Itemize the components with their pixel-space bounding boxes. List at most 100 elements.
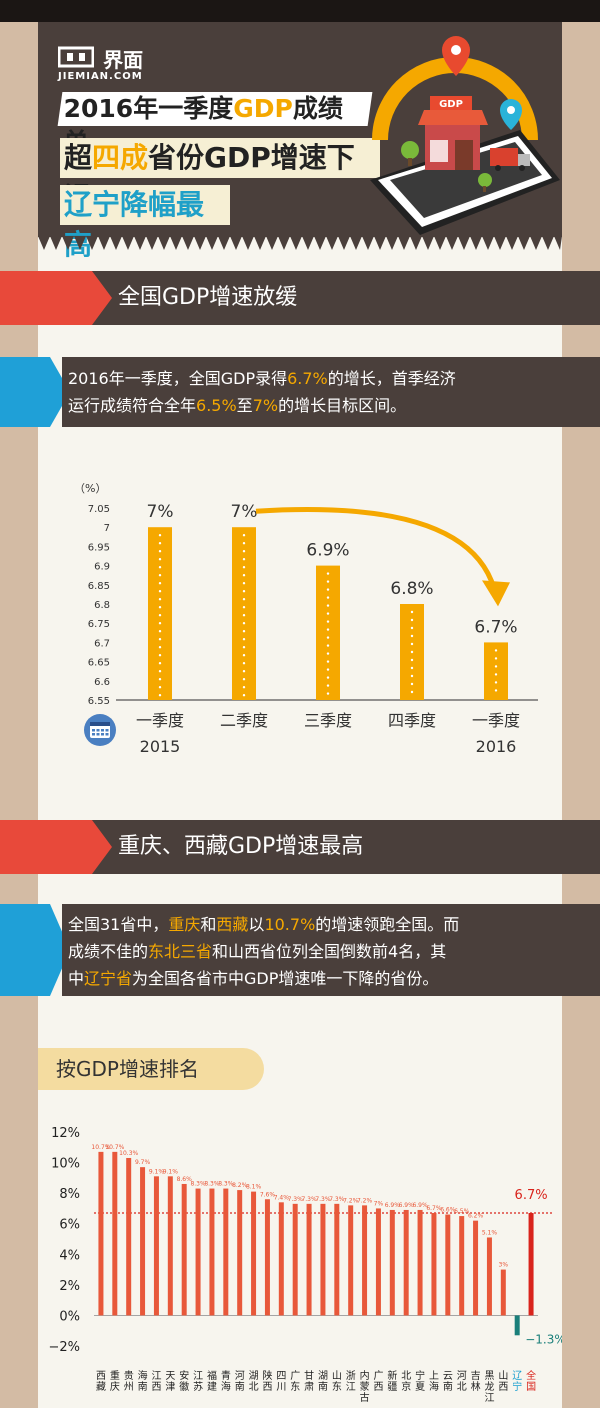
calendar-icon bbox=[84, 714, 116, 746]
bar-dot bbox=[242, 630, 246, 633]
section2-desc-line2: 成绩不佳的东北三省和山西省位列全国倒数前4名，其 bbox=[68, 942, 447, 961]
x-tick-label-char: 夏 bbox=[415, 1381, 425, 1393]
x-tick-label-char: 内 bbox=[360, 1369, 370, 1382]
bar bbox=[375, 1208, 381, 1316]
map-pin-blue-icon bbox=[500, 99, 522, 130]
x-tick-label-char: 西 bbox=[498, 1382, 508, 1393]
bar bbox=[528, 1213, 534, 1316]
x-tick-label-char: 南 bbox=[318, 1380, 328, 1393]
y-tick-label: 6.55 bbox=[88, 696, 110, 707]
bar bbox=[473, 1220, 479, 1316]
x-tick-label-char: 浙 bbox=[346, 1370, 356, 1382]
zigzag-divider bbox=[38, 236, 562, 250]
bar bbox=[500, 1269, 506, 1316]
x-tick-label-char: 辽 bbox=[512, 1370, 522, 1382]
bar bbox=[362, 1205, 368, 1316]
bar-dot bbox=[326, 628, 330, 631]
data-label: 6.7% bbox=[474, 617, 517, 637]
section2-title: 重庆、西藏GDP增速最高 bbox=[118, 834, 364, 859]
bar bbox=[140, 1167, 146, 1316]
data-label: 7.2% bbox=[357, 1197, 373, 1204]
x-tick-label-char: 庆 bbox=[110, 1380, 120, 1393]
x-tick-label-char: 北 bbox=[249, 1381, 259, 1393]
y-tick-label: 10% bbox=[51, 1157, 80, 1172]
x-tick-label-char: 龙 bbox=[484, 1380, 494, 1393]
bar bbox=[348, 1205, 354, 1316]
bar-dot bbox=[242, 598, 246, 601]
map-pin-icon bbox=[442, 36, 470, 76]
x-tick-label-char: 南 bbox=[235, 1380, 245, 1393]
bar-dot bbox=[158, 598, 162, 601]
bar-dot bbox=[494, 665, 498, 668]
year-label: 2016 bbox=[476, 737, 517, 756]
x-tick-label-char: 江 bbox=[484, 1392, 494, 1404]
x-tick-label-char: 东 bbox=[290, 1380, 300, 1393]
y-tick-label: −2% bbox=[48, 1340, 80, 1355]
x-tick-label-char: 肃 bbox=[304, 1381, 314, 1393]
bar bbox=[417, 1209, 423, 1316]
data-label: 6.9% bbox=[399, 1202, 415, 1209]
data-label: 8.3% bbox=[204, 1181, 220, 1188]
data-label: 6.9% bbox=[306, 541, 349, 561]
bar-dot bbox=[410, 618, 414, 622]
x-tick-label-char: 苏 bbox=[193, 1380, 203, 1393]
x-tick-label: 一季度 bbox=[136, 711, 184, 730]
bar-dot bbox=[242, 606, 246, 609]
x-tick-label-char: 全 bbox=[526, 1369, 536, 1382]
x-tick-label-char: 蒙 bbox=[360, 1380, 370, 1393]
y-tick-label: 7 bbox=[104, 523, 110, 534]
x-tick-label-char: 京 bbox=[401, 1380, 411, 1393]
bar-dot bbox=[158, 662, 162, 665]
data-label: 10.3% bbox=[119, 1150, 138, 1157]
data-label: 9.1% bbox=[163, 1168, 179, 1175]
data-label: 9.1% bbox=[149, 1168, 165, 1175]
x-tick-label-char: 青 bbox=[221, 1369, 231, 1382]
bar-dot bbox=[158, 630, 162, 633]
data-label: 6.7% bbox=[515, 1188, 548, 1203]
x-tick-label-char: 贵 bbox=[124, 1369, 134, 1382]
data-label: 6.8% bbox=[390, 579, 433, 599]
x-tick-label-char: 建 bbox=[207, 1380, 217, 1393]
x-tick-label-char: 国 bbox=[526, 1381, 536, 1393]
x-tick-label-char: 西 bbox=[373, 1382, 383, 1393]
bar-dot bbox=[326, 692, 330, 695]
x-tick-label-char: 吉 bbox=[471, 1370, 481, 1382]
x-tick-label-char: 上 bbox=[429, 1370, 439, 1382]
bar-dot bbox=[326, 572, 330, 575]
bar bbox=[431, 1213, 437, 1316]
bar-dot bbox=[410, 682, 414, 686]
bar bbox=[126, 1157, 132, 1316]
x-tick-label-char: 林 bbox=[471, 1380, 481, 1393]
bar-dot bbox=[326, 620, 330, 623]
bar bbox=[148, 527, 172, 700]
jiemian-logo-icon bbox=[57, 46, 95, 72]
bar-dot bbox=[158, 606, 162, 609]
x-tick-label-char: 西 bbox=[96, 1371, 106, 1382]
bar-dot bbox=[494, 649, 498, 652]
x-tick-label-char: 海 bbox=[138, 1369, 148, 1382]
x-tick-label-char: 州 bbox=[124, 1381, 134, 1393]
bar bbox=[223, 1188, 229, 1316]
bar-dot bbox=[326, 644, 330, 647]
bar bbox=[320, 1203, 326, 1316]
y-tick-label: 7.05 bbox=[88, 504, 110, 515]
quarterly-gdp-chart: （%） 6.55 6.6 6.65 6.7 6.75 6.8 6.85 6.9 6.95 7 7.05… bbox=[74, 482, 538, 756]
x-tick-label-char: 古 bbox=[360, 1391, 370, 1404]
y-tick-label: 0% bbox=[59, 1309, 80, 1324]
section1-desc-line2: 运行成绩符合全年6.5%至7%的增长目标区间。 bbox=[68, 396, 407, 415]
y-tick-label: 6.85 bbox=[88, 581, 110, 592]
bar bbox=[403, 1209, 409, 1316]
x-tick-label: 三季度 bbox=[304, 711, 352, 730]
bar-dot bbox=[242, 694, 246, 697]
paper-background bbox=[38, 22, 562, 1408]
y-tick-label: 6% bbox=[59, 1218, 80, 1233]
bar-dot bbox=[410, 634, 414, 638]
y-tick-label: 2% bbox=[59, 1279, 80, 1294]
bar-dot bbox=[494, 689, 498, 692]
bar-dot bbox=[410, 642, 414, 646]
bar bbox=[316, 565, 340, 700]
bar-dot bbox=[158, 614, 162, 617]
x-tick-label-char: 河 bbox=[235, 1370, 245, 1382]
truck-icon bbox=[490, 148, 530, 171]
bar-dot bbox=[410, 674, 414, 678]
